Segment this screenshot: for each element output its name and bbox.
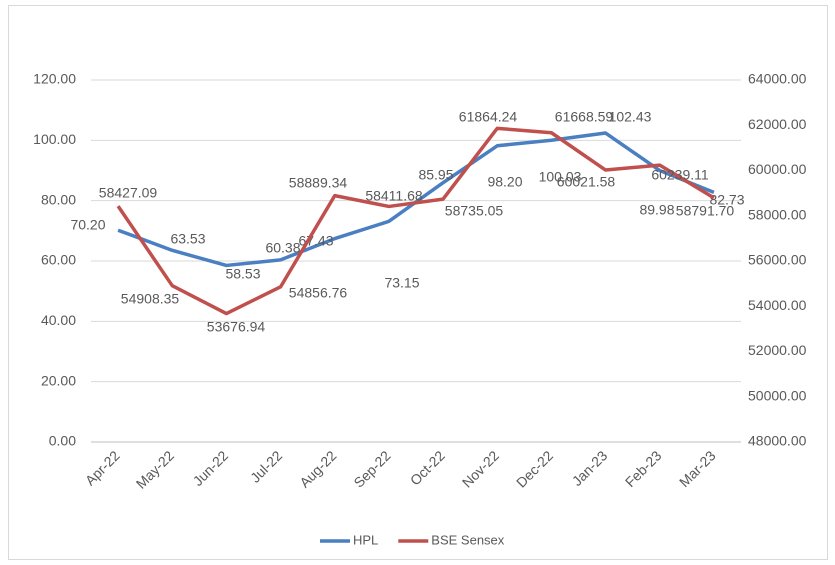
y2-tick-label: 48000.00 — [748, 433, 807, 449]
data-label: 63.53 — [170, 231, 205, 247]
y2-tick-label: 50000.00 — [748, 387, 807, 403]
data-label: 58411.68 — [365, 188, 423, 204]
legend-label: BSE Sensex — [431, 532, 504, 547]
chart-frame — [8, 5, 828, 560]
y2-tick-label: 56000.00 — [748, 252, 807, 268]
data-label: 82.73 — [709, 192, 744, 208]
data-label: 98.20 — [487, 174, 522, 190]
data-label: 85.95 — [418, 167, 453, 183]
data-label: 89.98 — [639, 202, 674, 218]
legend-label: HPL — [353, 532, 378, 547]
data-label: 58427.09 — [99, 185, 158, 201]
y-tick-label: 80.00 — [41, 191, 76, 207]
data-label: 60.38 — [265, 240, 300, 256]
data-label: 58791.70 — [676, 203, 735, 219]
data-label: 60239.11 — [651, 167, 709, 183]
data-label: 61864.24 — [459, 109, 518, 125]
data-label: 100.03 — [539, 169, 582, 185]
y-tick-label: 120.00 — [33, 71, 76, 87]
data-label: 70.20 — [70, 217, 105, 233]
series-line — [116, 126, 715, 316]
y-tick-label: 40.00 — [41, 312, 76, 328]
y2-tick-label: 64000.00 — [748, 71, 807, 87]
y2-tick-label: 60000.00 — [748, 161, 807, 177]
data-label: 60021.58 — [557, 174, 616, 190]
data-label: 54856.76 — [289, 285, 348, 301]
data-label: 58.53 — [225, 266, 260, 282]
y-tick-label: 20.00 — [41, 372, 76, 388]
y2-tick-label: 58000.00 — [748, 206, 807, 222]
data-label: 58735.05 — [445, 203, 504, 219]
data-label: 61668.59 — [555, 109, 614, 125]
data-label: 73.15 — [384, 275, 419, 291]
y-tick-label: 0.00 — [49, 433, 76, 449]
data-label: 102.43 — [609, 109, 652, 125]
data-label: 54908.35 — [121, 291, 180, 307]
data-label: 58889.34 — [289, 175, 348, 191]
y-tick-label: 60.00 — [41, 252, 76, 268]
y2-tick-label: 52000.00 — [748, 342, 807, 358]
data-label: 53676.94 — [207, 319, 266, 335]
y2-tick-label: 54000.00 — [748, 297, 807, 313]
y2-tick-label: 62000.00 — [748, 116, 807, 132]
y-tick-label: 100.00 — [33, 131, 76, 147]
